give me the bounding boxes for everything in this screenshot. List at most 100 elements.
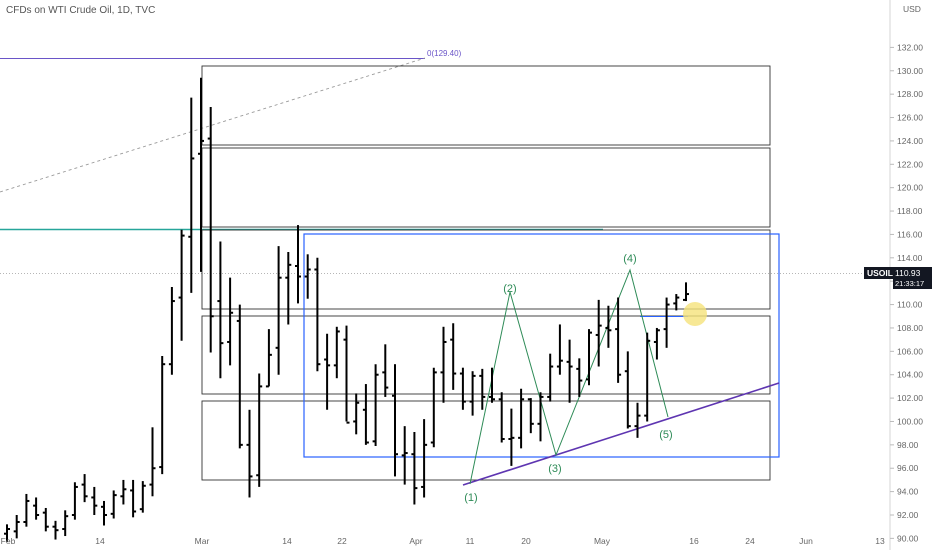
price-tick-label: 116.00 xyxy=(897,229,923,239)
ohlc-bar xyxy=(392,364,398,477)
ohlc-bar xyxy=(547,353,554,402)
ohlc-bar xyxy=(421,419,428,498)
price-tick-label: 100.00 xyxy=(897,416,923,426)
time-tick-label: 13 xyxy=(875,536,885,546)
price-tick-label: 118.00 xyxy=(897,206,923,216)
price-tick-label: 122.00 xyxy=(897,159,923,169)
ohlc-bar xyxy=(518,388,525,449)
price-tick-label: 132.00 xyxy=(897,42,923,52)
ohlc-bar xyxy=(489,367,495,403)
purple-support-trendline[interactable] xyxy=(462,382,780,486)
ohlc-bar xyxy=(527,398,534,434)
ohlc-bar xyxy=(217,241,224,379)
ohlc-bar xyxy=(178,229,185,341)
ohlc-bar xyxy=(236,304,243,449)
range-box-5[interactable] xyxy=(201,400,771,481)
ohlc-bar xyxy=(52,520,59,540)
ohlc-bar xyxy=(227,277,234,366)
price-tick-label: 96.00 xyxy=(897,463,919,473)
wave-label-3: (3) xyxy=(548,463,561,475)
ohlc-bar xyxy=(324,333,331,410)
ohlc-bar xyxy=(62,510,69,537)
ohlc-bar xyxy=(644,332,651,422)
time-tick-label: 24 xyxy=(745,536,755,546)
time-tick-label: Feb xyxy=(1,536,16,546)
ohlc-bar xyxy=(537,392,544,442)
ohlc-bar xyxy=(120,479,127,505)
ohlc-bar xyxy=(33,497,40,520)
price-tick-label: 130.00 xyxy=(897,66,923,76)
ohlc-bar xyxy=(304,254,311,299)
ohlc-bar xyxy=(314,257,321,372)
wave-label-1: (1) xyxy=(464,492,477,504)
ohlc-bar xyxy=(566,339,573,403)
ohlc-bar xyxy=(110,490,117,519)
ohlc-bar xyxy=(634,402,641,438)
time-tick-label: 22 xyxy=(337,536,347,546)
ohlc-bar xyxy=(459,367,466,410)
elliott-wave-path xyxy=(469,268,669,485)
ohlc-bar xyxy=(595,299,602,367)
price-tick-label: 108.00 xyxy=(897,323,923,333)
ohlc-bar xyxy=(663,297,670,348)
price-tick-label: 92.00 xyxy=(897,510,919,520)
symbol-tag: USOIL xyxy=(864,267,896,279)
time-tick-label: 14 xyxy=(95,536,105,546)
ohlc-bar xyxy=(615,297,622,383)
ohlc-bar xyxy=(101,500,107,526)
currency-label: USD xyxy=(903,4,921,14)
chart-title: CFDs on WTI Crude Oil, 1D, TVC xyxy=(6,5,156,16)
ohlc-bar xyxy=(265,329,272,388)
ohlc-bar xyxy=(430,367,437,448)
range-box-4[interactable] xyxy=(201,315,771,395)
ohlc-bar xyxy=(673,294,680,311)
ohlc-bar xyxy=(362,384,369,445)
ohlc-bar xyxy=(71,482,78,520)
price-tick-label: 94.00 xyxy=(897,487,919,497)
dashed-trend-line xyxy=(0,57,426,193)
ohlc-bar xyxy=(440,326,447,403)
ohlc-bar xyxy=(653,327,660,360)
price-tick-label: 128.00 xyxy=(897,89,923,99)
time-tick-label: Apr xyxy=(409,536,422,546)
ohlc-bar xyxy=(168,287,175,375)
ohlc-bar xyxy=(295,225,301,304)
price-tick-label: 104.00 xyxy=(897,370,923,380)
bar-countdown: 21:33:17 xyxy=(893,278,932,289)
ohlc-bar xyxy=(372,364,379,447)
ohlc-bar xyxy=(333,326,340,379)
time-tick-label: Mar xyxy=(195,536,210,546)
wave-label-4: (4) xyxy=(623,253,636,265)
ohlc-bar xyxy=(4,524,10,542)
ohlc-bar xyxy=(508,408,515,466)
price-tick-label: 114.00 xyxy=(897,253,923,263)
price-tick-label: 102.00 xyxy=(897,393,923,403)
ohlc-bar xyxy=(23,493,30,527)
highlight-marker xyxy=(683,302,707,326)
ohlc-bar xyxy=(401,426,408,485)
ohlc-bar xyxy=(683,282,689,302)
ohlc-bar xyxy=(479,368,486,410)
ohlc-bar xyxy=(411,431,418,505)
ohlc-bar xyxy=(246,409,253,498)
ohlc-bar xyxy=(198,77,204,272)
ohlc-bar xyxy=(343,325,350,424)
ohlc-bar xyxy=(130,479,137,518)
ohlc-bar xyxy=(42,507,49,532)
wave-label-5: (5) xyxy=(659,429,672,441)
price-tick-label: 98.00 xyxy=(897,440,919,450)
time-tick-label: 20 xyxy=(521,536,531,546)
ohlc-bar xyxy=(498,392,505,443)
ohlc-bar xyxy=(81,474,88,503)
time-tick-label: 11 xyxy=(466,536,475,546)
price-tick-label: 126.00 xyxy=(897,113,923,123)
ohlc-bar xyxy=(624,351,631,429)
ohlc-bars xyxy=(4,77,689,542)
blue-consolidation-box[interactable] xyxy=(303,233,780,458)
ohlc-bar xyxy=(256,373,263,487)
time-tick-label: May xyxy=(594,536,611,546)
time-axis[interactable]: Feb 14 Mar 14 22 Apr 11 20 May 16 24 Jun 13 xyxy=(1,536,885,546)
ohlc-bar xyxy=(382,344,389,397)
price-axis[interactable]: 90.00 92.00 94.00 96.00 98.00 100.00 102.00 104… xyxy=(890,42,923,543)
